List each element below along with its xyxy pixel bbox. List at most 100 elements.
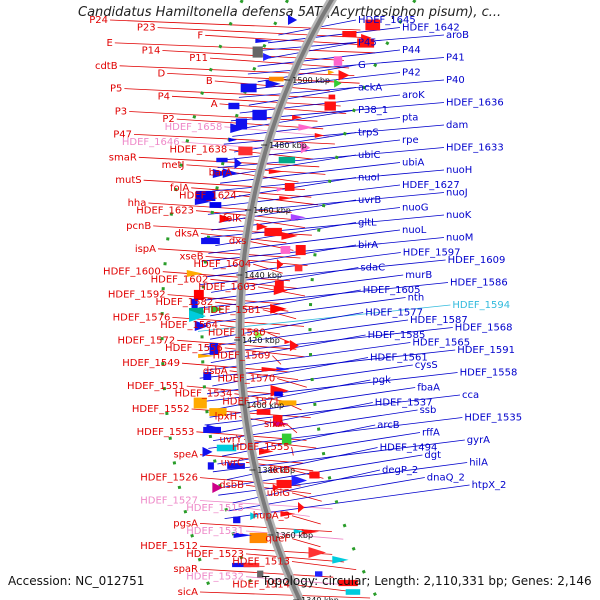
right-gene-label[interactable]: uvrB (358, 195, 381, 206)
left-gene-label[interactable]: D (157, 68, 165, 79)
right-gene-label[interactable]: murB (405, 270, 432, 281)
right-gene-label[interactable]: dgt (424, 450, 441, 461)
right-gene-label[interactable]: degP_2 (382, 465, 418, 476)
left-gene-label[interactable]: HDEF_1602 (151, 274, 209, 285)
right-gene-label[interactable]: arcB (377, 420, 400, 431)
left-gene-label[interactable]: hupA_3 (253, 511, 290, 522)
left-gene-label[interactable]: HDEF_1531 (186, 526, 244, 537)
left-gene-label[interactable]: HDEF_1580 (208, 328, 266, 339)
right-gene-label[interactable]: P44 (402, 45, 421, 56)
right-gene-label[interactable]: gyrA (467, 435, 490, 446)
right-gene-label[interactable]: birA (358, 240, 378, 251)
left-gene-label[interactable]: uvrY (220, 435, 243, 446)
left-gene-label[interactable]: HDEF_1527 (140, 496, 198, 507)
right-gene-label[interactable]: aroB (446, 30, 469, 41)
left-gene-label[interactable]: HDEF_1523 (186, 549, 244, 560)
left-gene-label[interactable]: smaR (109, 152, 137, 163)
left-gene-label[interactable]: HDEF_1514 (232, 579, 290, 590)
right-gene-label[interactable]: dam (446, 120, 468, 131)
left-gene-label[interactable]: HDEF_1526 (140, 473, 198, 484)
right-gene-label[interactable]: nuoJ (446, 188, 468, 199)
left-gene-label[interactable]: HDEF_1553 (137, 427, 195, 438)
left-gene-label[interactable]: E (106, 38, 112, 49)
right-gene-label[interactable]: HDEF_1577 (365, 308, 423, 319)
right-gene-label[interactable]: hilA (469, 458, 488, 469)
left-gene-label[interactable]: dsbA (203, 366, 228, 377)
left-gene-label[interactable]: queF (265, 534, 290, 545)
right-gene-label[interactable]: HDEF_1633 (446, 143, 504, 154)
right-gene-label[interactable]: P45 (358, 38, 377, 49)
left-gene-label[interactable]: P47 (113, 129, 132, 140)
right-gene-label[interactable]: P41 (446, 53, 465, 64)
left-gene-label[interactable]: HDEF_1581 (203, 305, 261, 316)
left-gene-label[interactable]: HDEF_1592 (108, 290, 166, 301)
right-gene-label[interactable]: nuoH (446, 165, 472, 176)
right-gene-label[interactable]: nuoI (358, 173, 380, 184)
left-gene-label[interactable]: ispA (135, 244, 156, 255)
right-gene-label[interactable]: ssb (420, 405, 437, 416)
left-gene-label[interactable]: xseB (179, 251, 203, 262)
left-gene-label[interactable]: HDEF_1638 (169, 145, 227, 156)
right-gene-label[interactable]: ubiA (402, 158, 424, 169)
left-gene-label[interactable]: HDEF_1534 (175, 389, 233, 400)
left-gene-label[interactable]: barA (209, 168, 233, 179)
left-gene-label[interactable]: HDEF_1513 (232, 557, 290, 568)
left-gene-label[interactable]: HDEF_1572 (117, 335, 175, 346)
right-gene-label[interactable]: HDEF_1591 (457, 345, 515, 356)
right-gene-label[interactable]: P40 (446, 75, 465, 86)
right-gene-label[interactable]: HDEF_1565 (412, 338, 470, 349)
left-gene-label[interactable]: hha (128, 198, 147, 209)
left-gene-label[interactable]: HDEF_1576 (113, 312, 171, 323)
right-gene-label[interactable]: HDEF_1535 (464, 413, 522, 424)
right-gene-label[interactable]: fbaA (417, 383, 440, 394)
right-gene-label[interactable]: nuoG (402, 203, 429, 214)
right-gene-label[interactable]: gltL (358, 218, 377, 229)
left-gene-label[interactable]: P2 (162, 114, 174, 125)
right-gene-label[interactable]: rpe (402, 135, 419, 146)
right-gene-label[interactable]: HDEF_1642 (402, 23, 460, 34)
left-gene-label[interactable]: ubiG (267, 488, 290, 499)
right-gene-label[interactable]: pgk (372, 375, 391, 386)
right-gene-label[interactable]: HDEF_1568 (455, 323, 513, 334)
right-gene-label[interactable]: dnaQ_2 (427, 473, 465, 484)
right-gene-label[interactable]: sdaC (360, 263, 385, 274)
right-gene-label[interactable]: HDEF_1558 (460, 368, 518, 379)
left-gene-label[interactable]: P24 (89, 15, 108, 26)
left-gene-label[interactable]: uvrC (221, 457, 244, 468)
left-gene-label[interactable]: HDEF_1582 (155, 297, 213, 308)
right-gene-label[interactable]: P38_1 (358, 105, 388, 116)
left-gene-label[interactable]: P3 (115, 107, 127, 118)
left-gene-label[interactable]: HDEF_1556 (165, 343, 223, 354)
left-gene-label[interactable]: HDEF_1532 (186, 572, 244, 583)
right-gene-label[interactable]: HDEF_1627 (402, 180, 460, 191)
right-gene-label[interactable]: ubiC (358, 150, 380, 161)
right-gene-label[interactable]: HDEF_1609 (448, 255, 506, 266)
left-gene-label[interactable]: sixA (264, 419, 285, 430)
right-gene-label[interactable]: cysS (415, 360, 438, 371)
left-gene-label[interactable]: HDEF_1570 (217, 374, 275, 385)
right-gene-label[interactable]: nuoL (402, 225, 427, 236)
left-gene-label[interactable]: HDEF_1571 (222, 396, 280, 407)
left-gene-label[interactable]: P23 (137, 23, 156, 34)
right-gene-label[interactable]: pta (402, 113, 418, 124)
left-gene-label[interactable]: folK (223, 213, 242, 224)
left-gene-label[interactable]: lpxH (215, 412, 238, 423)
left-gene-label[interactable]: HDEF_1603 (198, 282, 256, 293)
left-gene-label[interactable]: spaR (173, 564, 198, 575)
right-gene-label[interactable]: HDEF_1605 (363, 285, 421, 296)
left-gene-label[interactable]: folA (170, 183, 189, 194)
left-gene-label[interactable]: HDEF_1623 (136, 206, 194, 217)
left-gene-label[interactable]: P14 (142, 46, 161, 57)
right-gene-label[interactable]: cca (462, 390, 479, 401)
left-gene-label[interactable]: dksA (175, 229, 199, 240)
right-gene-label[interactable]: nuoK (446, 210, 472, 221)
left-gene-label[interactable]: metJ (162, 160, 185, 171)
left-gene-label[interactable]: HDEF_1549 (122, 358, 180, 369)
right-gene-label[interactable]: P42 (402, 68, 421, 79)
right-gene-label[interactable]: HDEF_1494 (380, 443, 438, 454)
right-gene-label[interactable]: aroK (402, 90, 425, 101)
left-gene-label[interactable]: mutS (115, 175, 141, 186)
left-gene-label[interactable]: HDEF_1569 (213, 351, 271, 362)
left-gene-label[interactable]: pcnB (126, 221, 151, 232)
